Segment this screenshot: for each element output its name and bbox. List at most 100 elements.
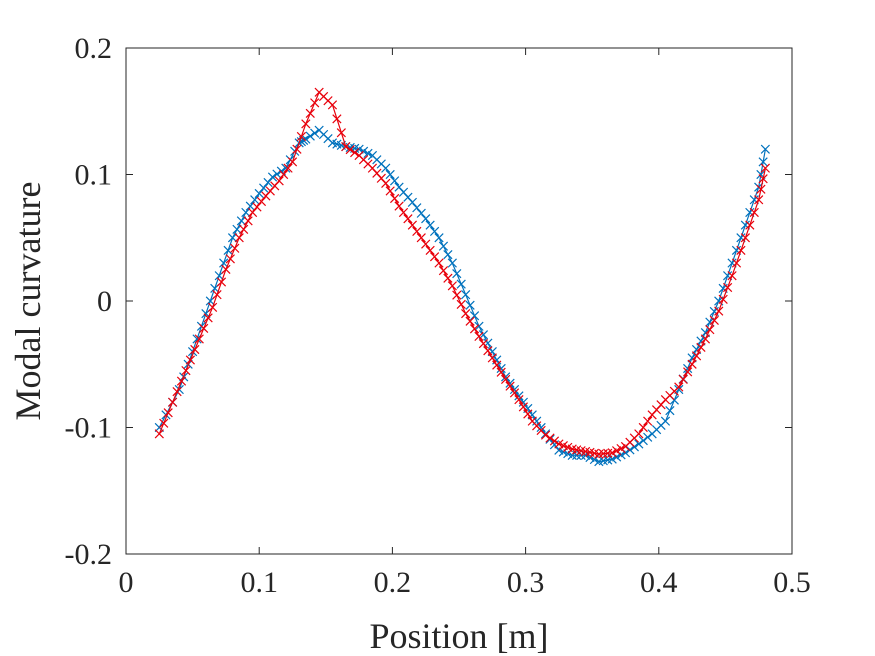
series-1-point	[363, 148, 373, 159]
series-2-point	[225, 254, 235, 264]
series-1-point	[660, 416, 671, 426]
series-2-point	[700, 334, 711, 344]
series-2-point	[407, 220, 418, 230]
series-2-point	[514, 395, 524, 405]
series-2-point	[696, 342, 706, 353]
series-2-point	[203, 313, 213, 323]
series-2-point	[447, 281, 457, 291]
series-1-point	[514, 391, 524, 401]
series-2-point	[678, 374, 688, 385]
series-2-point	[718, 294, 728, 304]
series-2-point	[398, 207, 409, 218]
series-1-point	[736, 233, 746, 243]
series-1-point	[461, 290, 471, 300]
series-2-point	[607, 448, 617, 458]
x-tick-label: 0.3	[507, 566, 545, 599]
y-axis: 0.2 0.1 0 -0.1 -0.2	[65, 32, 792, 571]
series-1-point	[236, 216, 247, 226]
series-1-point	[412, 203, 422, 213]
series-2-point	[385, 186, 395, 196]
series-2-point	[207, 302, 218, 312]
series-2-point	[381, 178, 391, 188]
series-2-point	[483, 346, 493, 356]
x-tick-label: 0.4	[640, 566, 678, 599]
series-2-point	[611, 446, 622, 456]
series-2-point	[509, 388, 520, 398]
series-2-point	[274, 176, 284, 186]
series-1-point	[518, 397, 529, 407]
series-2-point	[465, 316, 475, 326]
series-2-point	[283, 163, 293, 173]
series-2-point	[478, 338, 489, 349]
series-2-point	[292, 144, 302, 154]
series-2-point	[452, 290, 462, 300]
series-2-point	[221, 264, 231, 274]
series-1-point	[301, 134, 311, 144]
series-1-point	[731, 245, 742, 256]
series-1-point	[465, 300, 475, 310]
series-1-point	[425, 220, 435, 230]
series-1-point	[474, 321, 484, 331]
series-2-point	[749, 207, 759, 218]
series-1-point	[456, 279, 466, 289]
series-2-point	[154, 429, 164, 439]
x-tick-label: 0.1	[240, 566, 278, 599]
series-1-point	[532, 416, 542, 426]
series-2-point	[722, 282, 733, 293]
series-2-point	[756, 184, 766, 194]
series-2-point	[425, 245, 435, 256]
series-1-point	[259, 183, 269, 193]
series-2-point	[287, 157, 298, 167]
series-2-point	[518, 402, 529, 412]
series-1-point	[496, 363, 506, 374]
series-2-point	[727, 271, 737, 281]
series-2-point	[714, 306, 724, 316]
series-2-point	[327, 100, 338, 110]
series-2-point	[190, 344, 200, 355]
series-1-point	[643, 432, 653, 442]
series-2-point	[429, 252, 440, 262]
series-1-point	[727, 258, 737, 268]
series-2-point	[167, 397, 178, 407]
series-2-point	[754, 195, 764, 205]
series-2-point	[545, 433, 555, 443]
series-2-point	[176, 376, 187, 386]
series-1-point	[447, 258, 457, 268]
series-1-point	[389, 176, 400, 186]
series-2-point	[230, 243, 240, 253]
series-1-point	[438, 241, 449, 251]
series-2-point	[305, 108, 315, 118]
series-2-point	[216, 277, 227, 287]
series-1-point	[305, 131, 315, 141]
series-1-point	[254, 188, 264, 199]
series-2-point	[683, 367, 693, 377]
series-1-point	[192, 334, 202, 344]
series-2-point	[487, 353, 497, 363]
series-1-point	[241, 207, 251, 218]
series-2-point	[691, 351, 702, 361]
series-2-point	[643, 416, 653, 426]
series-1-point	[509, 384, 520, 395]
series-1-point	[625, 445, 635, 455]
series-2-point	[434, 258, 444, 268]
series-2-point	[199, 323, 209, 334]
series-1-point	[310, 128, 320, 138]
series-1-point	[421, 214, 431, 224]
series-layer	[154, 87, 770, 467]
series-2-point	[403, 214, 413, 224]
series-2-point	[252, 202, 262, 212]
series-1-point	[232, 224, 242, 234]
y-tick-label: 0.1	[75, 159, 113, 192]
series-1-point	[452, 268, 462, 279]
series-2-point	[736, 245, 746, 256]
series-1-point	[443, 249, 453, 260]
series-2-point	[212, 290, 222, 300]
series-2-point	[549, 436, 560, 446]
series-2-point	[243, 216, 253, 226]
y-tick-label: -0.1	[65, 412, 113, 445]
series-1-point	[434, 233, 444, 243]
series-2-point	[461, 309, 471, 319]
y-tick-label: -0.2	[65, 538, 113, 571]
series-2-point	[474, 331, 484, 342]
series-2-point	[687, 359, 697, 369]
